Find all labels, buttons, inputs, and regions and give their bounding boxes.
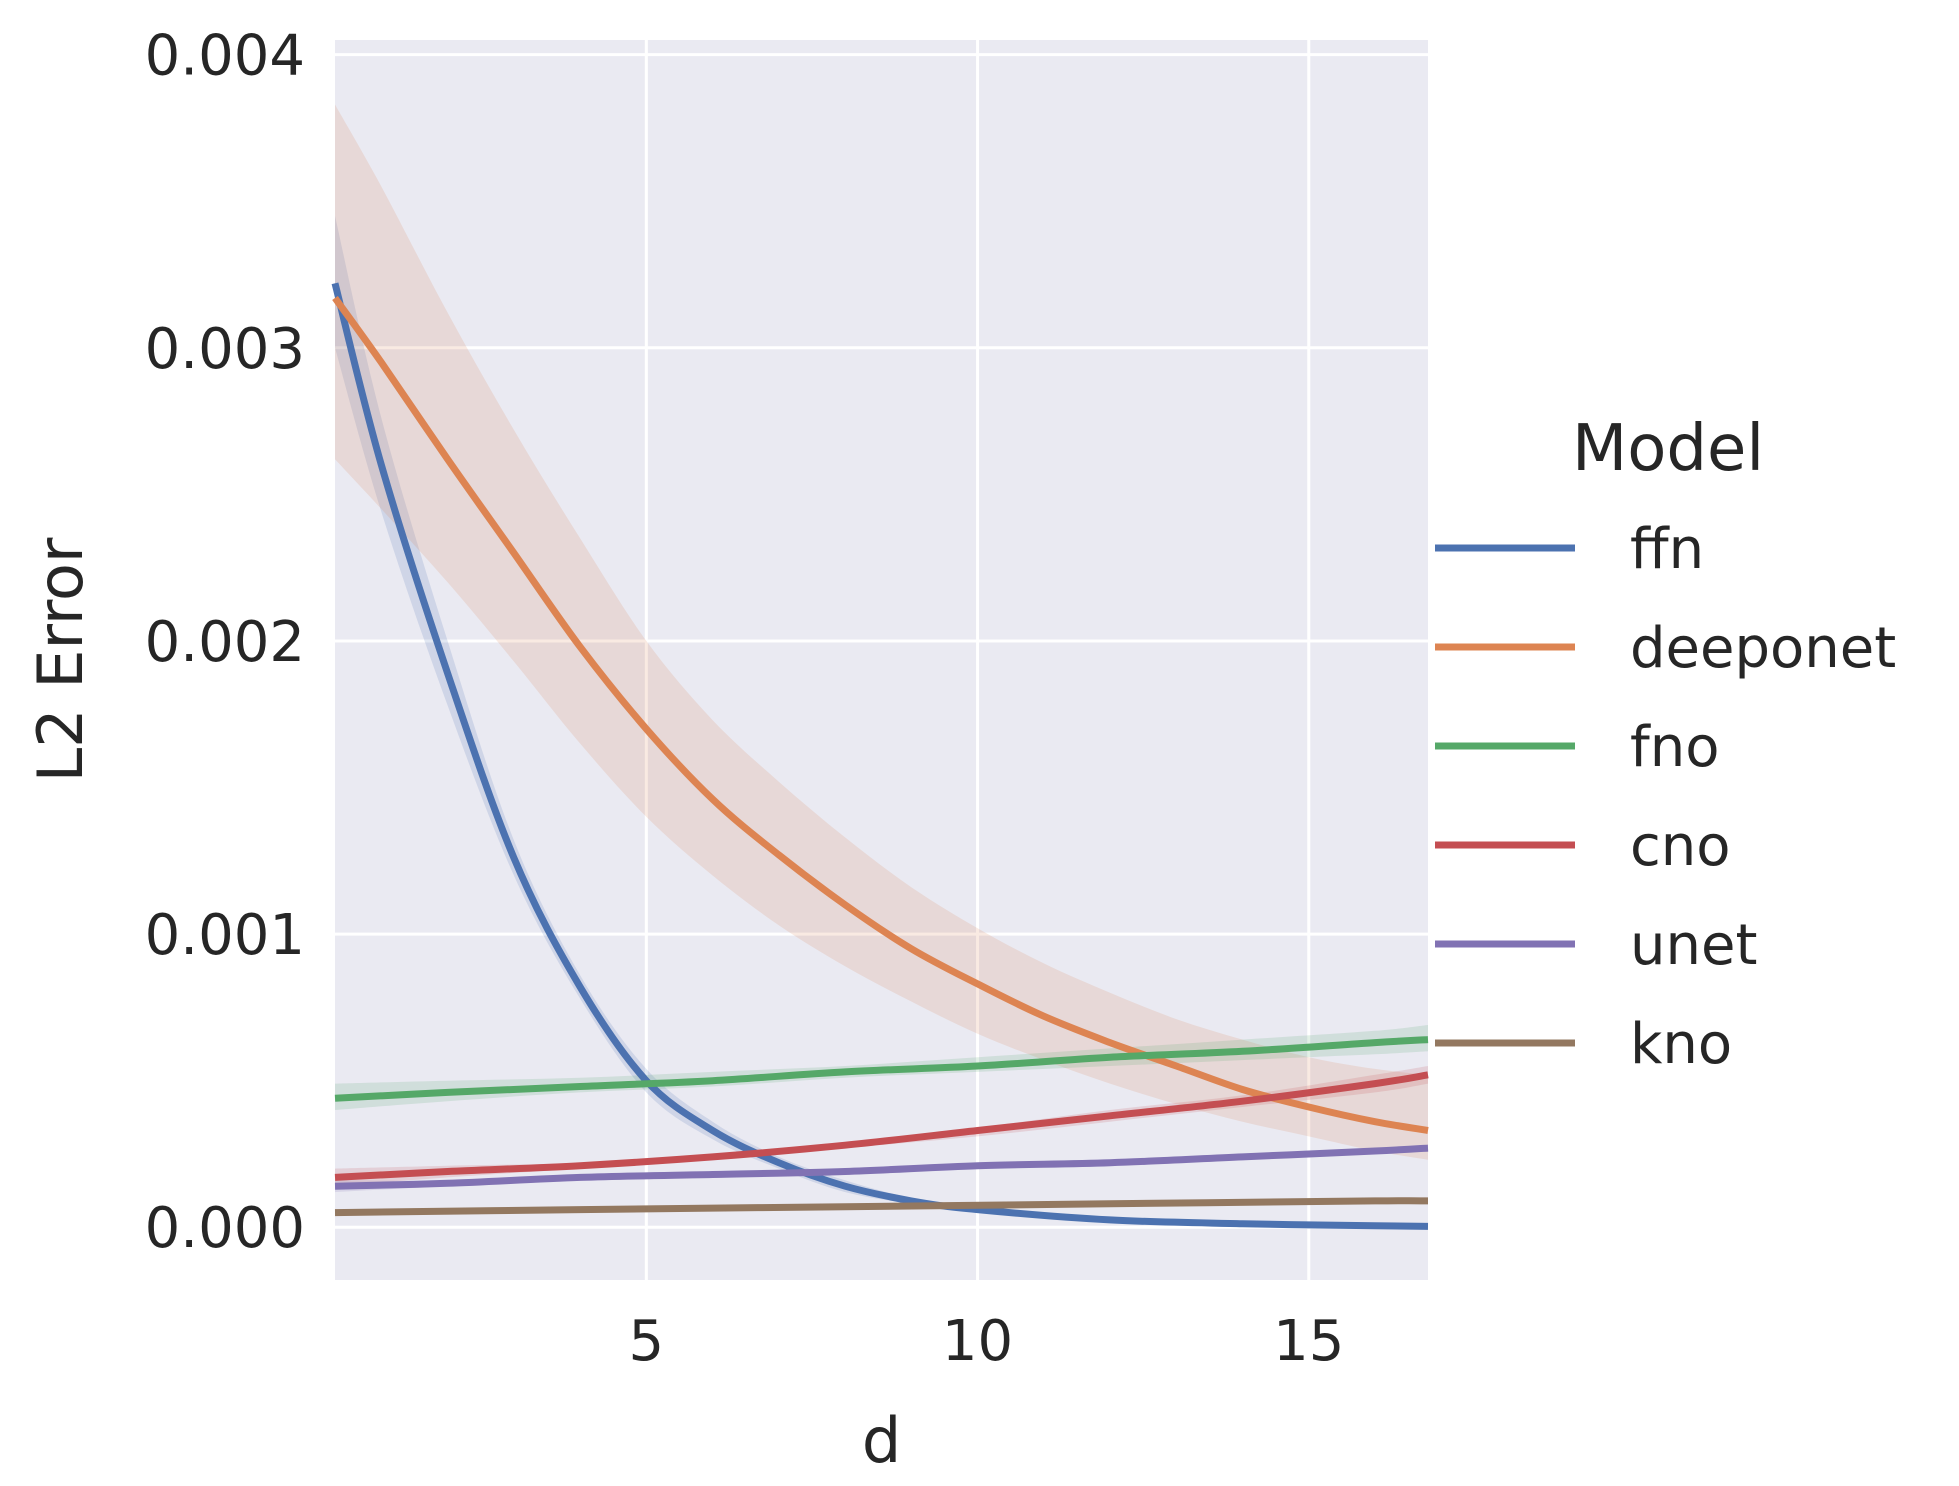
x-tick-label: 5 <box>629 1309 665 1374</box>
y-tick-label: 0.004 <box>145 24 305 89</box>
legend-label-unet: unet <box>1630 913 1757 978</box>
x-tick-label: 15 <box>1273 1309 1344 1374</box>
legend-label-deeponet: deeponet <box>1630 616 1896 681</box>
band-deeponet <box>335 104 1428 1160</box>
x-tick-labels: 5 10 15 <box>629 1309 1345 1374</box>
x-axis-label: d <box>862 1404 901 1477</box>
y-tick-label: 0.000 <box>145 1196 305 1261</box>
legend-label-fno: fno <box>1630 715 1719 780</box>
x-tick-label: 10 <box>942 1309 1013 1374</box>
line-unet <box>334 1144 1429 1190</box>
legend-label-cno: cno <box>1630 814 1731 879</box>
legend-title: Model <box>1572 412 1764 486</box>
y-tick-label: 0.003 <box>145 317 305 382</box>
legend: Model ffn deeponet fno cno unet kno <box>1435 412 1896 1077</box>
y-tick-labels: 0.000 0.001 0.002 0.003 0.004 <box>145 24 305 1262</box>
grid-lines <box>335 40 1428 1280</box>
legend-label-ffn: ffn <box>1630 517 1704 582</box>
series-lines <box>331 282 1429 1230</box>
legend-label-kno: kno <box>1630 1012 1732 1077</box>
line-kno <box>334 1197 1429 1217</box>
y-tick-label: 0.001 <box>145 903 305 968</box>
y-tick-label: 0.002 <box>145 610 305 675</box>
line-cno <box>334 1071 1429 1181</box>
line-ffn <box>331 282 1429 1230</box>
y-axis-label: L2 Error <box>24 537 97 782</box>
line-fno <box>334 1036 1429 1102</box>
line-deeponet <box>332 295 1429 1134</box>
